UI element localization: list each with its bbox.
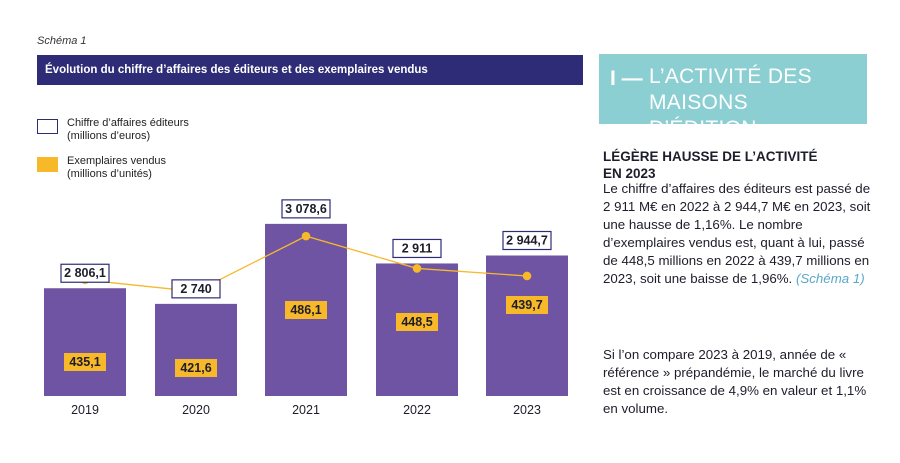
panel-title-line: MAISONS D’ÉDITION xyxy=(649,91,757,140)
paragraph-text: Le chiffre d’affaires des éditeurs est p… xyxy=(603,181,871,287)
copies-value-label: 486,1 xyxy=(290,303,321,317)
copies-label-box xyxy=(285,301,327,319)
body-paragraph-1: Le chiffre d’affaires des éditeurs est p… xyxy=(603,180,873,289)
bar-2019 xyxy=(44,288,126,396)
legend-text-revenue: Chiffre d’affaires éditeurs (millions d’… xyxy=(67,117,189,143)
legend-unit: (millions d’euros) xyxy=(67,130,151,142)
x-tick-label: 2023 xyxy=(513,403,541,417)
legend-unit: (millions d’unités) xyxy=(67,168,152,180)
panel-section-mark: I — xyxy=(610,67,643,90)
body-paragraph-2: Si l’on compare 2023 à 2019, année de « … xyxy=(603,347,867,417)
revenue-value-label: 3 078,6 xyxy=(285,202,327,216)
legend-swatch-copies xyxy=(37,157,58,172)
legend-item-copies: Exemplaires vendus (millions d’unités) xyxy=(37,155,166,181)
section-heading-line: EN 2023 xyxy=(603,166,656,181)
copies-value-label: 435,1 xyxy=(69,355,100,369)
section-heading-line: LÉGÈRE HAUSSE DE L’ACTIVITÉ xyxy=(603,149,818,164)
revenue-label-box xyxy=(502,230,552,251)
schema-reference-link[interactable]: (Schéma 1) xyxy=(795,271,865,287)
revenue-label-box xyxy=(60,263,110,283)
legend-item-revenue: Chiffre d’affaires éditeurs (millions d’… xyxy=(37,117,189,143)
copies-value-label: 448,5 xyxy=(401,315,432,329)
x-tick-label: 2019 xyxy=(71,403,99,417)
revenue-label-box xyxy=(392,238,442,259)
section-heading: LÉGÈRE HAUSSE DE L’ACTIVITÉ EN 2023 xyxy=(603,148,873,182)
legend-label: Exemplaires vendus xyxy=(67,155,167,167)
revenue-value-label: 2 944,7 xyxy=(506,234,548,248)
chart-title: Évolution du chiffre d’affaires des édit… xyxy=(37,55,583,85)
copies-value-label: 439,7 xyxy=(511,298,542,312)
copies-label-box xyxy=(175,359,217,377)
x-tick-label: 2022 xyxy=(403,403,431,417)
section-panel-header: I — L’ACTIVITÉ DES MAISONS D’ÉDITION xyxy=(599,54,867,140)
copies-point-2023 xyxy=(522,271,532,281)
copies-point-2021 xyxy=(301,231,311,241)
copies-label-box xyxy=(506,296,548,314)
revenue-label-box xyxy=(171,279,221,299)
revenue-value-label: 2 806,1 xyxy=(64,266,106,280)
legend-swatch-revenue xyxy=(37,119,58,134)
schema-label: Schéma 1 xyxy=(37,35,87,47)
legend-text-copies: Exemplaires vendus (millions d’unités) xyxy=(67,155,166,181)
copies-label-box xyxy=(396,313,438,331)
revenue-value-label: 2 911 xyxy=(402,241,433,255)
copies-label-box xyxy=(64,353,106,371)
x-tick-label: 2020 xyxy=(182,403,210,417)
panel-title: L’ACTIVITÉ DES MAISONS D’ÉDITION xyxy=(649,64,859,142)
copies-value-label: 421,6 xyxy=(180,361,211,375)
bar-2020 xyxy=(155,303,237,396)
x-tick-label: 2021 xyxy=(292,403,320,417)
bar-line-chart: 2 806,1 2 740 3 078,6 2 911 2 944,7 435,1 421,… xyxy=(44,199,568,417)
panel-title-line: L’ACTIVITÉ DES xyxy=(649,65,812,88)
revenue-value-label: 2 740 xyxy=(180,282,211,296)
copies-point-2022 xyxy=(412,264,422,273)
revenue-label-box xyxy=(281,199,331,219)
legend-label: Chiffre d’affaires éditeurs xyxy=(67,117,189,129)
